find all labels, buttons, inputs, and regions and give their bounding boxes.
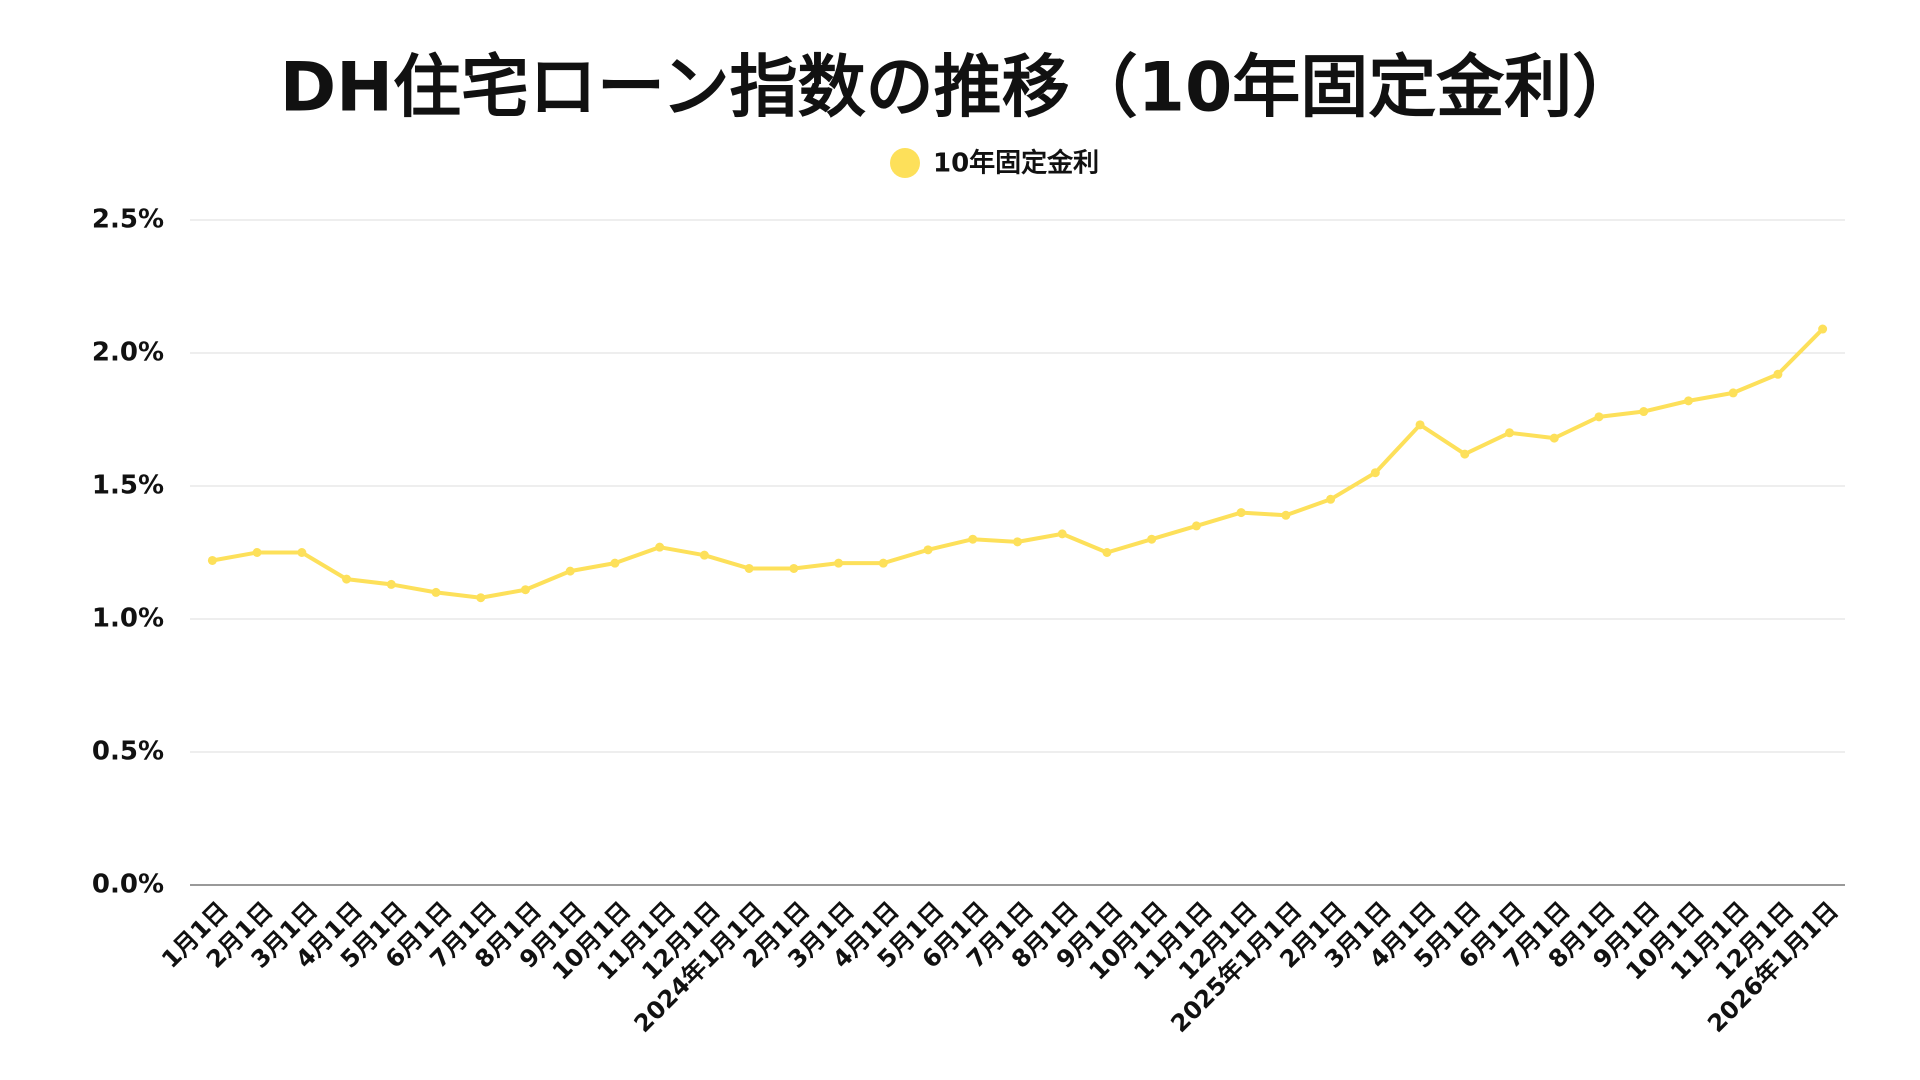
data-point xyxy=(1639,407,1649,417)
data-point xyxy=(1281,510,1291,520)
data-point xyxy=(1191,521,1201,531)
y-tick-label: 0.0% xyxy=(92,870,164,900)
y-tick-label: 1.0% xyxy=(92,604,164,634)
data-point xyxy=(252,548,262,557)
data-point xyxy=(431,587,441,597)
data-point xyxy=(1147,534,1157,544)
legend-marker xyxy=(890,148,920,178)
data-point xyxy=(1505,428,1515,438)
data-point xyxy=(207,555,217,565)
data-point xyxy=(1818,324,1828,334)
data-point xyxy=(878,558,888,568)
data-point xyxy=(923,545,933,555)
y-tick-label: 0.5% xyxy=(92,737,164,767)
data-point xyxy=(342,574,352,584)
data-point xyxy=(1549,433,1559,443)
data-point xyxy=(1013,537,1022,547)
data-point xyxy=(1057,529,1067,539)
chart-title: DH住宅ローン指数の推移（10年固定金利） xyxy=(280,49,1641,128)
data-point xyxy=(744,563,754,573)
data-point xyxy=(789,563,799,573)
data-point xyxy=(1415,420,1425,430)
data-point xyxy=(1683,396,1693,406)
data-point xyxy=(1460,449,1470,459)
data-point xyxy=(1773,369,1783,379)
data-point xyxy=(476,593,486,603)
data-point xyxy=(1370,468,1380,478)
data-line xyxy=(212,327,1825,600)
data-point xyxy=(610,558,620,568)
y-tick-label: 2.0% xyxy=(92,338,164,368)
data-point xyxy=(1236,508,1246,518)
y-tick-label: 2.5% xyxy=(92,205,164,235)
data-point xyxy=(1326,494,1336,504)
legend-label: 10年固定金利 xyxy=(933,148,1099,179)
data-point xyxy=(655,542,665,552)
data-point xyxy=(968,534,978,544)
data-point xyxy=(699,550,709,560)
data-point xyxy=(1728,388,1738,398)
data-point xyxy=(520,585,530,595)
data-point xyxy=(565,566,575,576)
data-point xyxy=(1594,412,1604,422)
y-tick-label: 1.5% xyxy=(92,471,164,501)
data-point xyxy=(297,548,307,557)
data-point xyxy=(834,558,844,568)
data-point xyxy=(386,579,396,589)
data-point xyxy=(1102,548,1112,557)
